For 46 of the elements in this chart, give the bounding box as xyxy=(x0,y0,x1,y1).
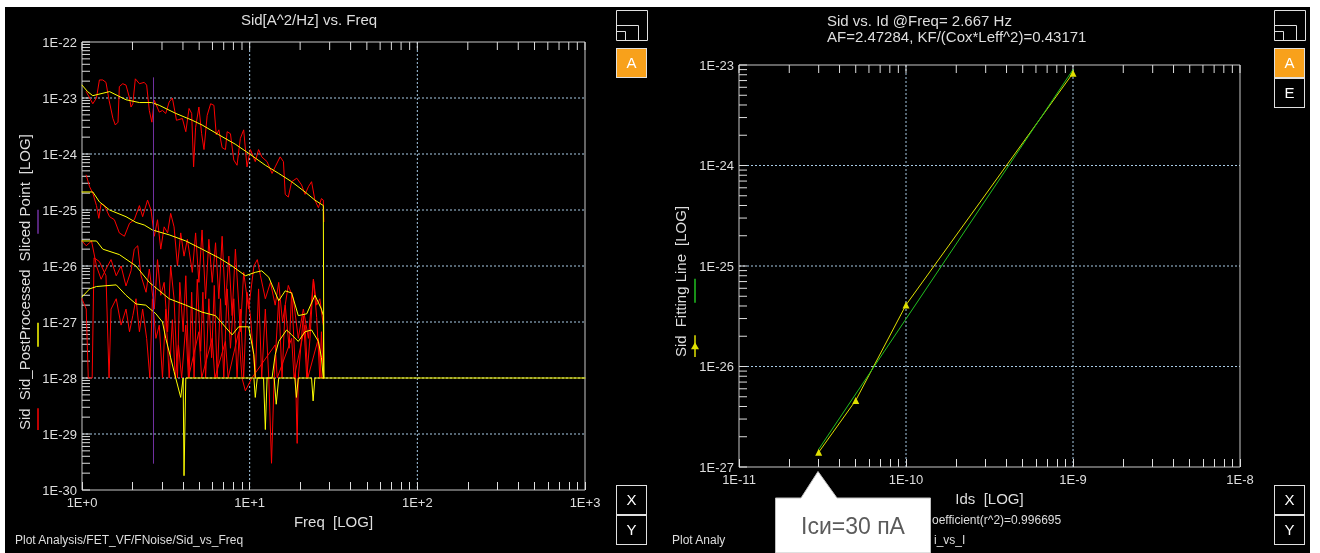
y-tick-label: 1E-27 xyxy=(42,314,77,330)
button: Y xyxy=(1274,515,1305,545)
legend-label: Sid_PostProcessed xyxy=(15,269,33,401)
text: Plot Analy xyxy=(672,533,726,547)
text: i_vs_I xyxy=(934,533,966,547)
button: A xyxy=(616,48,647,78)
x-tick-label: 1E-11 xyxy=(722,472,756,487)
legend-label: Sid xyxy=(671,335,689,357)
button: Y xyxy=(616,515,647,545)
text: Iси=30 пА xyxy=(801,512,905,539)
button: E xyxy=(1274,78,1305,108)
x-axis-title: Ids [LOG] xyxy=(955,489,1024,507)
legend-label: Sid xyxy=(15,408,33,430)
button: X xyxy=(1274,485,1305,515)
y-tick-label: 1E-23 xyxy=(699,57,734,73)
button: A xyxy=(1274,48,1305,78)
button: X xyxy=(616,485,647,515)
x-tick-label: 1E-9 xyxy=(1059,472,1087,487)
y-tick-label: 1E-24 xyxy=(699,158,734,173)
y-tick-label: 1E-25 xyxy=(42,202,77,218)
x-tick-label: 1E-8 xyxy=(1226,472,1254,487)
chart-title: Sid[A^2/Hz] vs. Freq xyxy=(240,11,378,28)
x-tick-label: 1E+3 xyxy=(569,495,601,510)
x-tick-label: 1E+1 xyxy=(234,495,266,510)
y-tick-label: 1E-28 xyxy=(42,370,77,386)
y-tick-label: 1E-22 xyxy=(42,34,77,50)
x-tick-label: 1E+0 xyxy=(66,495,98,510)
legend-label: Sliced Point xyxy=(15,181,33,262)
y-tick-label: 1E-25 xyxy=(699,258,734,274)
y-tick-label: 1E-27 xyxy=(699,459,734,475)
y-tick-label: 1E-23 xyxy=(42,90,77,106)
legend-label: Fitting Line xyxy=(671,253,689,328)
x-tick-label: 1E-10 xyxy=(888,472,924,487)
y-tick-label: 1E-26 xyxy=(42,258,77,274)
y-axis-title: [LOG] xyxy=(15,134,33,175)
x-tick-label: 1E+2 xyxy=(401,495,433,510)
x-axis-title: Freq [LOG] xyxy=(293,512,374,530)
text: Plot Analysis/FET_VF/FNoise/Sid_vs_Freq xyxy=(15,533,244,547)
y-tick-label: 1E-26 xyxy=(699,359,734,374)
chart-title: Sid vs. Id @Freq= 2.667 Hz xyxy=(827,12,1012,29)
y-tick-label: 1E-24 xyxy=(42,146,77,162)
y-tick-label: 1E-30 xyxy=(42,482,77,498)
y-axis-title: [LOG] xyxy=(671,205,689,246)
chart-subtitle: AF=2.47284, KF/(Cox*Leff^2)=0.43171 xyxy=(827,28,1087,45)
text: oefficient(r^2)=0.996695 xyxy=(932,513,1062,527)
y-tick-label: 1E-29 xyxy=(42,426,77,442)
